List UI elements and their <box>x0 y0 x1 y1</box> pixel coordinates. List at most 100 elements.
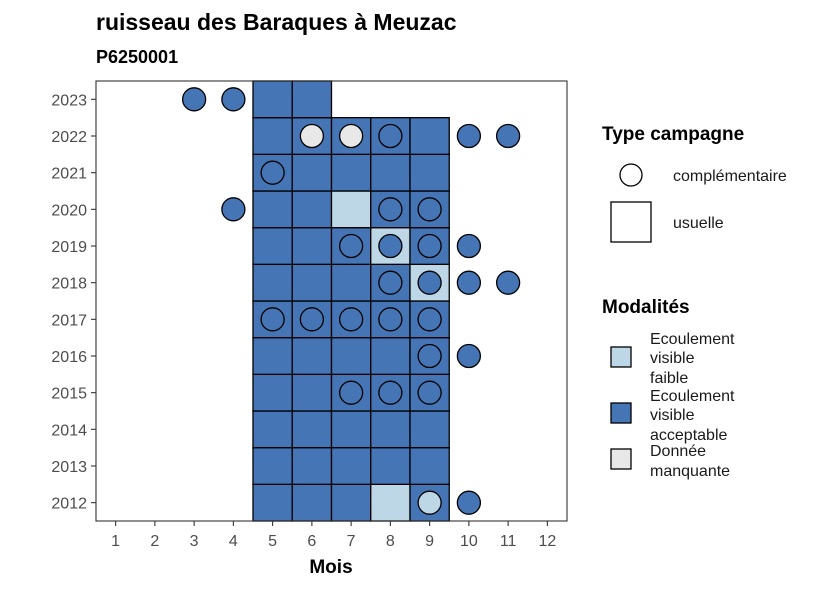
tile-2021-8 <box>370 153 411 192</box>
tile-2013-9 <box>409 447 450 485</box>
tile-2013-7 <box>330 447 372 485</box>
tile-2016-6 <box>291 337 333 375</box>
point-2023-3 <box>181 87 207 112</box>
tile-2018-9 <box>409 263 450 302</box>
point-2012-9 <box>417 490 442 515</box>
x-tick-label: 9 <box>425 533 434 550</box>
legend-type-title: Type campagne <box>602 124 744 145</box>
tile-2022-9 <box>409 117 450 155</box>
point-2021-5 <box>260 160 285 185</box>
legend-complementaire-key <box>619 163 643 187</box>
tile-2022-6 <box>291 117 333 155</box>
y-tick-label: 2013 <box>51 459 87 476</box>
x-axis: 1 2 3 4 5 6 7 8 9 10 11 12 <box>111 521 556 550</box>
point-2017-6 <box>299 307 325 332</box>
legend-complementaire-label: complémentaire <box>673 168 787 185</box>
legend-usuelle-key <box>610 201 652 243</box>
tile-2012-6 <box>291 483 333 522</box>
tile-2014-8 <box>370 410 411 449</box>
tile-2021-9 <box>409 153 450 192</box>
point-2023-4 <box>221 87 246 112</box>
legend-type: Type campagne complémentaire usuelle <box>602 124 787 243</box>
complementaire-points <box>181 87 521 515</box>
point-2015-7 <box>338 380 364 405</box>
tile-2016-5 <box>252 337 293 375</box>
tile-2023-6 <box>291 80 333 119</box>
point-2018-8 <box>378 270 403 295</box>
point-2017-5 <box>260 307 285 332</box>
legend-mod-key-faible <box>610 346 632 368</box>
point-2019-7 <box>338 233 364 259</box>
point-2022-7 <box>338 123 364 149</box>
y-tick-label: 2017 <box>51 312 87 329</box>
x-tick-label: 10 <box>460 533 478 550</box>
point-2016-9 <box>417 343 442 369</box>
point-2022-10 <box>456 123 482 149</box>
legend-mod-key-acceptable <box>610 402 632 424</box>
point-2019-8 <box>378 233 403 259</box>
point-2022-6 <box>299 123 325 149</box>
point-2022-11 <box>495 123 521 149</box>
x-axis-label: Mois <box>309 557 352 578</box>
tile-2015-6 <box>291 373 333 412</box>
point-2017-7 <box>338 307 364 332</box>
y-tick-label: 2019 <box>51 239 87 256</box>
tile-2018-6 <box>291 263 333 302</box>
point-2017-9 <box>417 307 442 332</box>
y-tick-label: 2015 <box>51 386 87 403</box>
x-tick-label: 12 <box>538 533 556 550</box>
point-2018-10 <box>456 270 482 295</box>
tile-2012-7 <box>330 483 372 522</box>
y-tick-label: 2020 <box>51 202 87 219</box>
plot-border <box>95 80 568 522</box>
tile-2014-7 <box>330 410 372 449</box>
tile-2020-7 <box>330 190 372 229</box>
legend-mod-label-faible: visible <box>650 350 695 367</box>
chart-title: ruisseau des Baraques à Meuzac <box>96 9 457 35</box>
tile-2014-6 <box>291 410 333 449</box>
legend-mod-label-faible: Ecoulement <box>650 331 735 348</box>
y-tick-label: 2016 <box>51 349 87 366</box>
usuelle-tiles <box>252 80 450 522</box>
x-tick-label: 4 <box>229 533 238 550</box>
y-tick-label: 2018 <box>51 276 87 293</box>
x-tick-label: 7 <box>347 533 356 550</box>
tile-2013-5 <box>252 447 293 485</box>
tile-2012-8 <box>370 483 411 522</box>
legend-mod-label-manquante: Donnée <box>650 443 706 460</box>
legend-usuelle-label: usuelle <box>673 215 724 232</box>
point-2016-10 <box>456 343 482 369</box>
tile-2013-8 <box>370 447 411 485</box>
tile-2019-5 <box>252 227 293 265</box>
x-tick-label: 11 <box>500 533 517 550</box>
y-tick-label: 2023 <box>51 92 87 109</box>
legend-mod-label-acceptable: Ecoulement <box>650 388 735 405</box>
point-2017-8 <box>378 307 403 332</box>
legend-mod-label-manquante: manquante <box>650 463 730 480</box>
point-2015-8 <box>378 380 403 405</box>
point-2022-8 <box>378 123 403 149</box>
x-tick-label: 8 <box>386 533 395 550</box>
legend-mod-title: Modalités <box>602 297 690 318</box>
point-2019-9 <box>417 233 442 259</box>
chart-subtitle: P6250001 <box>96 47 178 67</box>
tile-2019-6 <box>291 227 333 265</box>
tile-2021-7 <box>330 153 372 192</box>
y-axis: 2012 2013 2014 2015 2016 2017 2018 2019 2020 2021… <box>51 92 96 513</box>
x-tick-label: 2 <box>150 533 159 550</box>
point-2020-8 <box>378 197 403 222</box>
y-tick-label: 2014 <box>51 422 87 439</box>
point-2018-11 <box>495 270 521 295</box>
x-tick-label: 3 <box>190 533 199 550</box>
point-2020-4 <box>221 197 246 222</box>
point-2018-9 <box>417 270 442 295</box>
tile-2023-5 <box>252 80 293 119</box>
point-2020-9 <box>417 197 442 222</box>
point-2012-10 <box>456 490 482 515</box>
tile-2020-5 <box>252 190 293 229</box>
y-tick-label: 2022 <box>51 129 87 146</box>
tile-2013-6 <box>291 447 333 485</box>
tile-2016-8 <box>370 337 411 375</box>
tile-2012-5 <box>252 483 293 522</box>
